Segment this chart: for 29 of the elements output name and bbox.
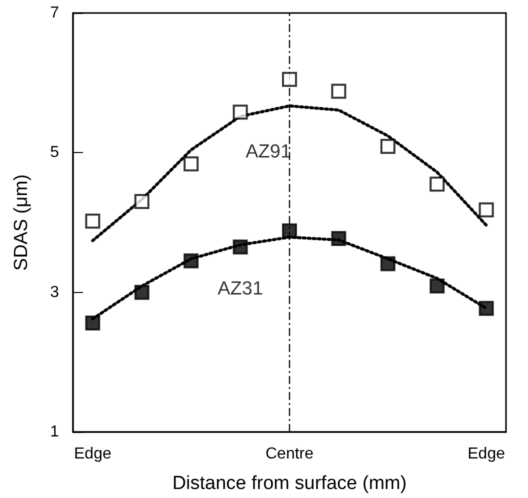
y-axis-title: SDAS (μm) xyxy=(11,174,32,271)
x-axis-title: Distance from surface (mm) xyxy=(172,473,407,494)
y-tick-label: 5 xyxy=(50,144,60,162)
point xyxy=(184,253,199,268)
point xyxy=(282,72,297,87)
point xyxy=(478,202,494,218)
y-tick-label: 1 xyxy=(50,424,60,440)
x-tick-label: Edge xyxy=(74,446,112,462)
point xyxy=(331,84,346,99)
y-tick-label: 7 xyxy=(50,4,60,22)
point xyxy=(380,256,396,272)
series-label: AZ31 xyxy=(218,278,264,300)
point xyxy=(85,214,100,229)
point xyxy=(232,104,248,120)
point xyxy=(282,223,297,238)
point xyxy=(430,176,445,192)
point xyxy=(184,156,199,172)
point xyxy=(134,284,150,300)
point xyxy=(331,231,346,246)
point xyxy=(134,194,150,210)
point xyxy=(478,300,494,316)
series-label: AZ91 xyxy=(246,142,292,163)
point xyxy=(232,239,248,254)
x-tick-label: Edge xyxy=(468,446,506,462)
point xyxy=(380,138,396,154)
point xyxy=(430,278,445,294)
x-tick-label: Centre xyxy=(265,446,314,462)
y-tick-label: 3 xyxy=(50,284,60,301)
point xyxy=(85,316,100,331)
